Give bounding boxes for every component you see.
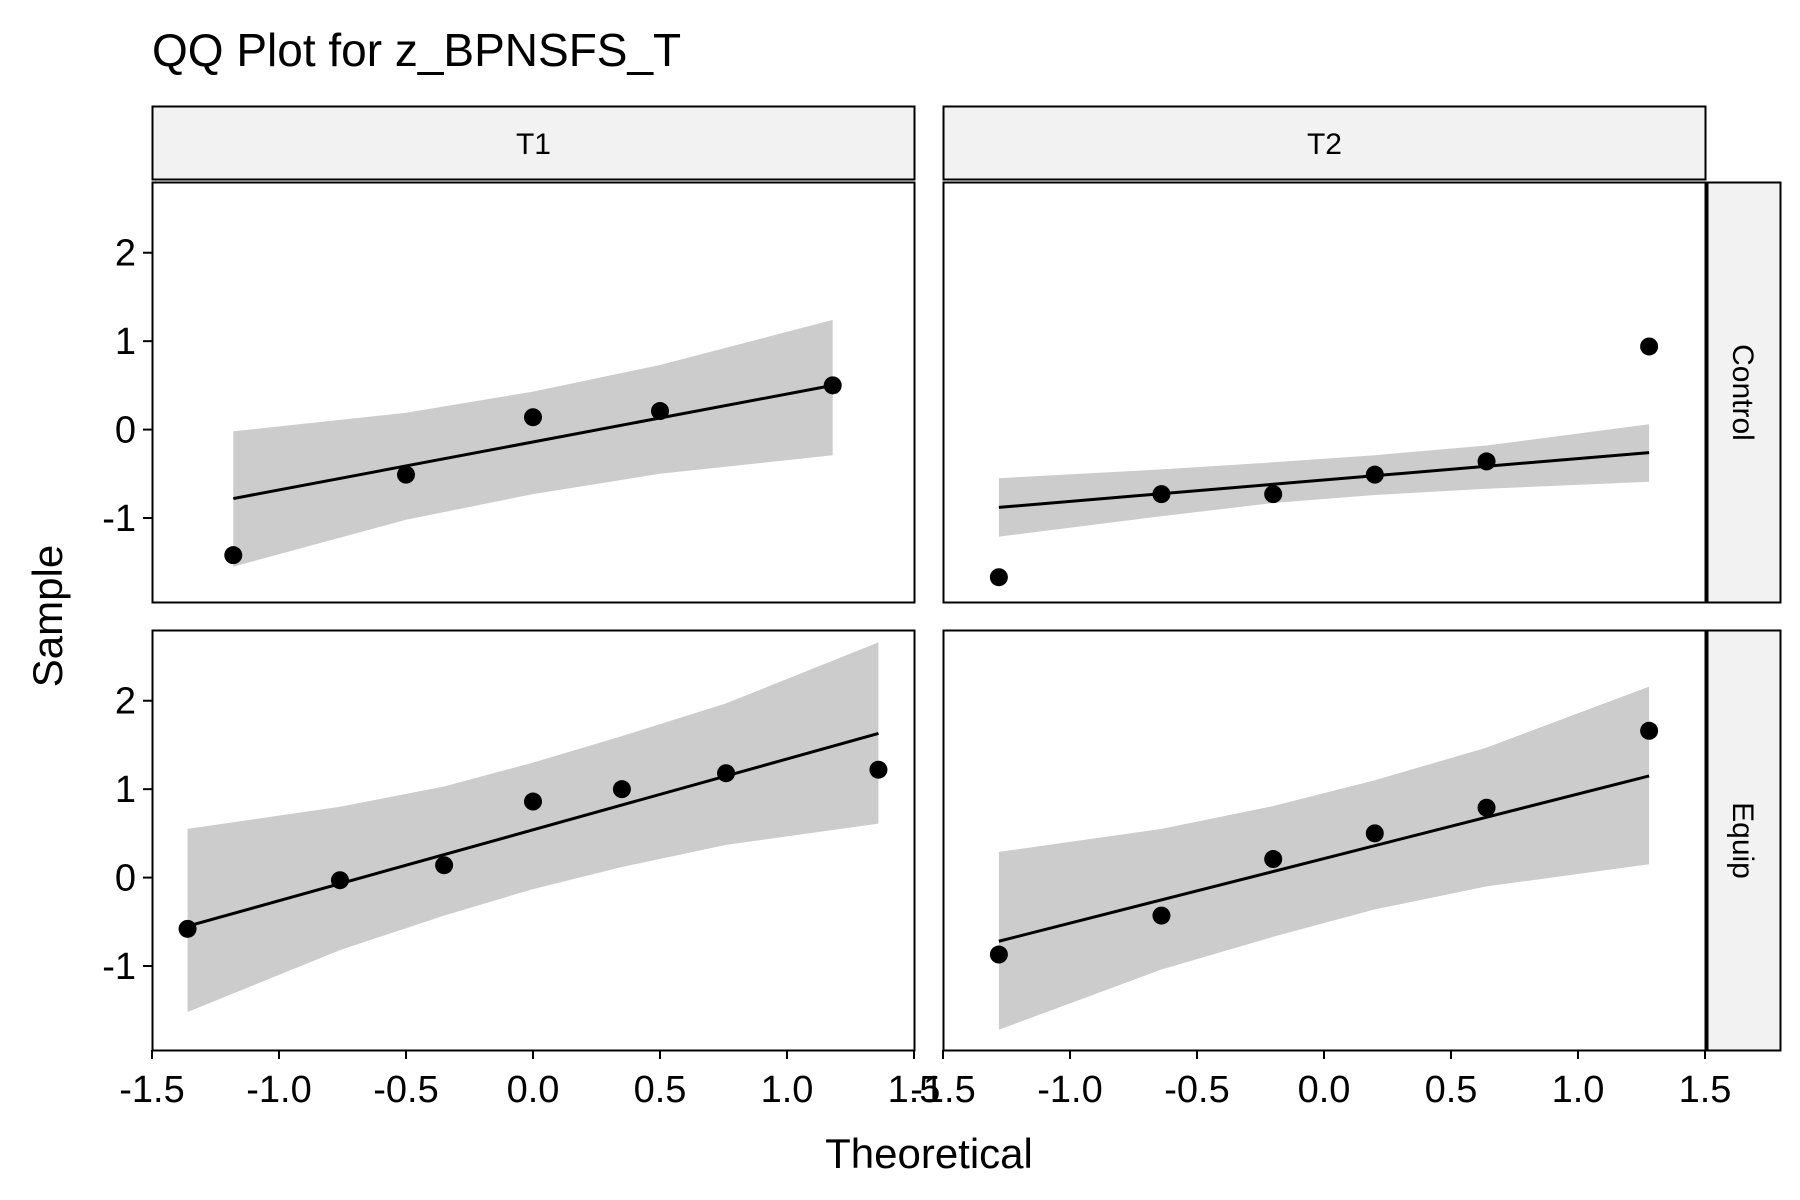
qq-reference-line [998, 451, 1650, 509]
qq-point [717, 764, 736, 783]
qq-point [1152, 906, 1171, 925]
qq-point [651, 402, 669, 421]
y-tick-label: 0 [115, 858, 136, 900]
panel-control-t1 [151, 181, 916, 604]
strip-row-equip [1706, 629, 1782, 1052]
qq-point [524, 408, 542, 427]
panel-equip-t2 [942, 629, 1707, 1052]
qq-point [1640, 721, 1659, 740]
qq-reference-line [998, 774, 1650, 943]
x-tick-label: 1.5 [1679, 1069, 1732, 1111]
qq-point [1365, 465, 1384, 484]
chart-title: QQ Plot for z_BPNSFS_T [152, 24, 681, 76]
panel-border [151, 181, 916, 604]
strip-col-t1 [151, 105, 916, 181]
qq-point [823, 376, 842, 395]
x-axis-label: Theoretical [825, 1130, 1033, 1177]
y-tick-label: -1 [102, 946, 136, 988]
y-tick-label: -1 [102, 498, 136, 540]
qq-point [1640, 337, 1659, 356]
x-tick-label: 0.0 [507, 1069, 560, 1111]
facet-strips: T1 T2 Control Equip [151, 105, 1782, 1052]
x-tick-label: 0.5 [634, 1069, 687, 1111]
qq-point [1477, 798, 1496, 817]
qq-point [612, 780, 631, 799]
x-tick-label: -0.5 [1164, 1069, 1229, 1111]
qq-point [869, 760, 888, 779]
strip-label-control: Control [1726, 344, 1759, 441]
x-tick-label: -1.5 [910, 1069, 975, 1111]
panel-control-t2 [942, 181, 1707, 604]
y-tick-label: 1 [115, 321, 136, 363]
facet-panels [151, 181, 1707, 1052]
x-tick-label: 0.5 [1425, 1069, 1478, 1111]
strip-label-t1: T1 [516, 128, 551, 161]
strip-col-t2 [942, 105, 1707, 181]
qq-point [330, 871, 349, 890]
qq-point [1264, 485, 1283, 504]
qq-point [1477, 452, 1496, 471]
y-tick-label: 2 [115, 681, 136, 723]
y-tick-label: 0 [115, 410, 136, 452]
strip-label-equip: Equip [1726, 802, 1759, 879]
x-tick-label: 1.0 [761, 1069, 814, 1111]
y-axis-label: Sample [24, 545, 71, 687]
qq-point [397, 465, 415, 484]
x-tick-label: -1.0 [246, 1069, 311, 1111]
y-tick-label: 2 [115, 233, 136, 275]
qq-point [435, 856, 454, 875]
y-tick-label: 1 [115, 769, 136, 811]
x-tick-label: -0.5 [373, 1069, 438, 1111]
x-tick-label: -1.0 [1037, 1069, 1102, 1111]
qq-point [178, 919, 197, 938]
qq-reference-line [187, 732, 879, 928]
panel-border [942, 181, 1707, 604]
qq-point [1365, 824, 1384, 843]
qq-point [224, 546, 243, 565]
x-tick-label: 0.0 [1298, 1069, 1351, 1111]
qq-point [524, 792, 542, 811]
x-tick-label: 1.0 [1552, 1069, 1605, 1111]
qq-reference-line [233, 383, 833, 501]
confidence-band [187, 642, 879, 1012]
x-tick-label: -1.5 [119, 1069, 184, 1111]
strip-row-control [1706, 181, 1782, 604]
strip-label-t2: T2 [1307, 128, 1342, 161]
qq-point [989, 568, 1008, 587]
qq-point [989, 945, 1008, 964]
qq-point [1264, 850, 1283, 869]
qq-point [1152, 485, 1171, 504]
x-tick-label: 1.5 [888, 1069, 941, 1111]
